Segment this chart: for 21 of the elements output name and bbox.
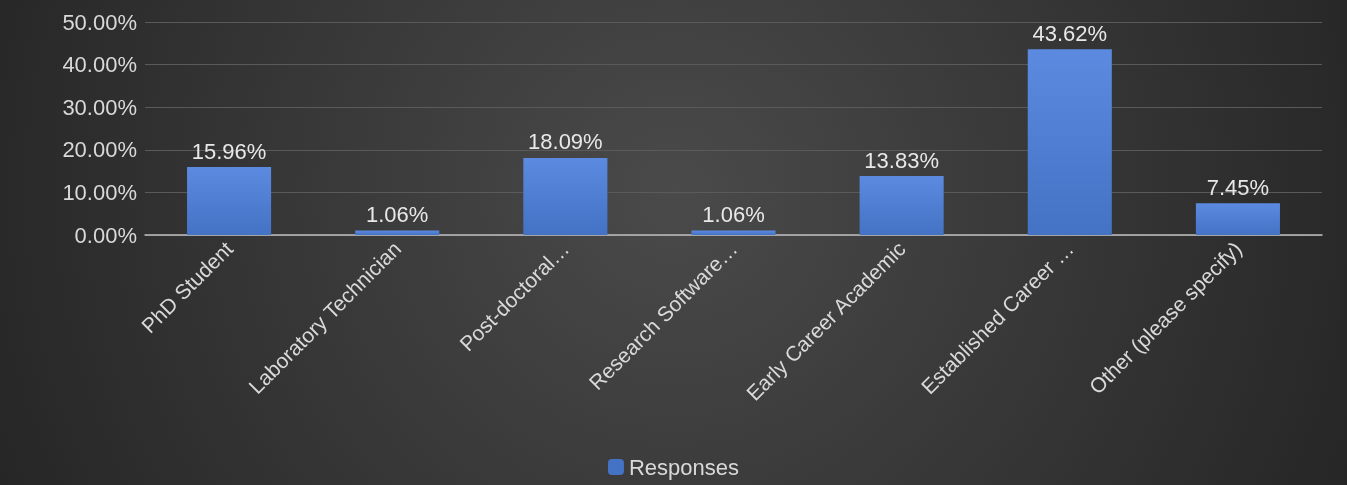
bar [355,230,440,235]
y-tick-label: 50.00% [62,9,137,35]
text: 15.96% [191,138,267,164]
bar [187,167,272,235]
y-tick-label: 10.00% [62,179,137,205]
text: 7.45% [1206,174,1270,200]
legend-label: Responses [628,454,740,480]
text: 18.09% [528,129,603,155]
y-tick-label: 0.00% [74,222,137,248]
y-tick-label: 20.00% [62,137,137,163]
bar [1195,203,1280,235]
bar [859,176,944,235]
text: 43.62% [1032,20,1108,46]
bar [523,157,608,235]
text: 13.83% [864,147,939,173]
bar [691,230,776,235]
y-tick-label: 30.00% [62,94,137,120]
bar [1027,49,1112,235]
text: 1.06% [366,201,429,227]
y-tick-label: 40.00% [62,52,137,78]
text: 1.06% [702,201,765,227]
